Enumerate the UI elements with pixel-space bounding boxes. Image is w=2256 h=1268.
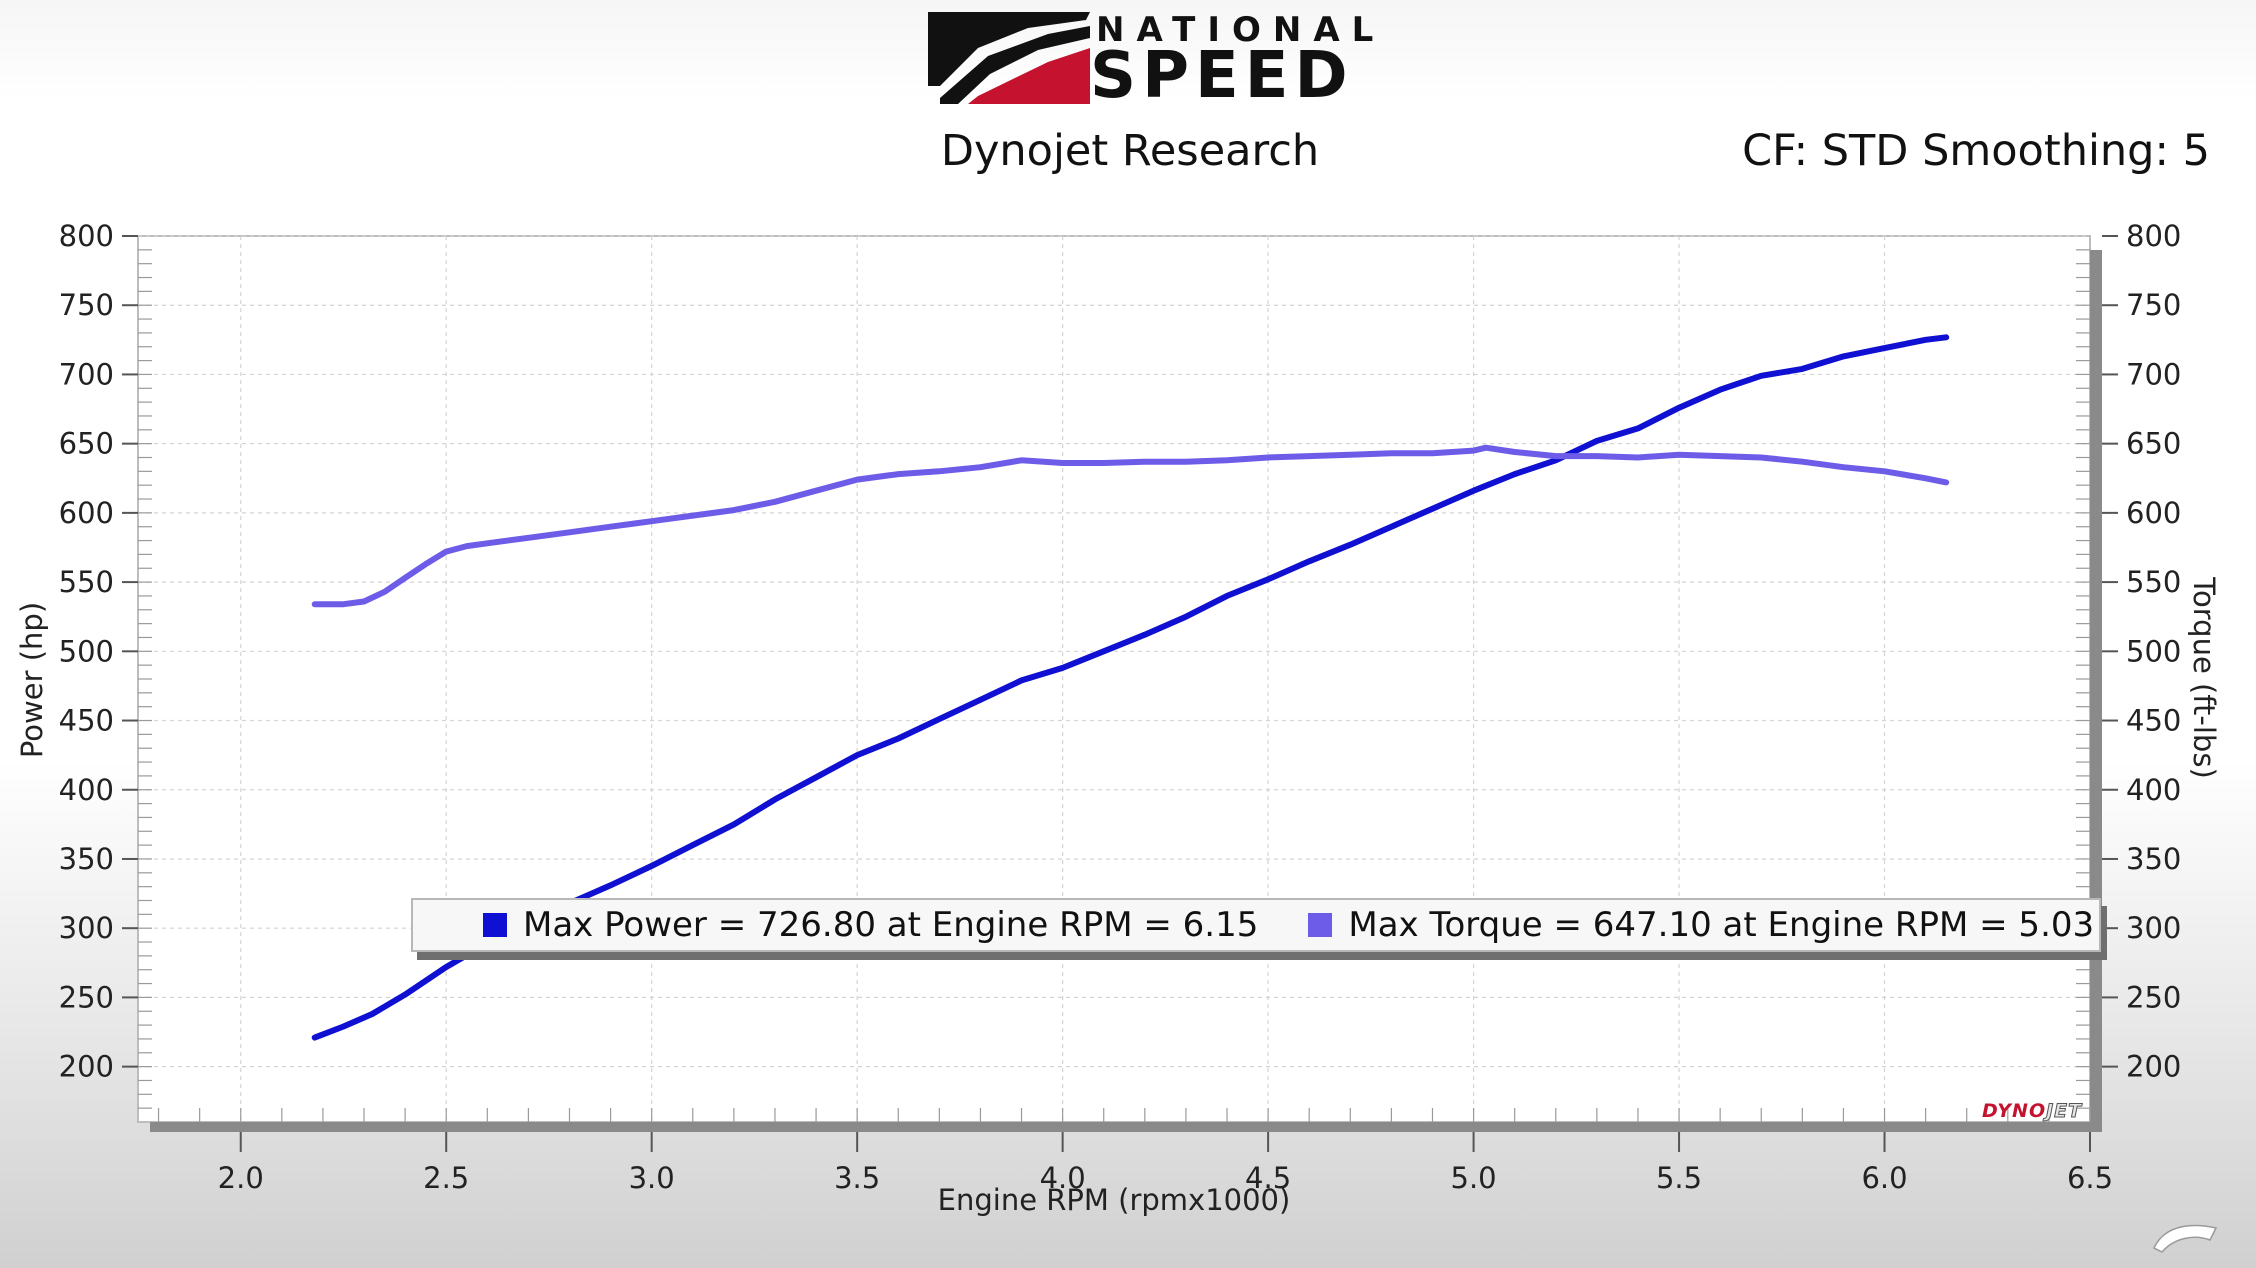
legend-text-power: Max Power = 726.80 at Engine RPM = 6.15	[523, 905, 1259, 945]
legend-entry-power: Max Power = 726.80 at Engine RPM = 6.15	[483, 905, 1258, 945]
y-right-tick-label: 450	[2126, 704, 2181, 738]
x-tick-label: 2.0	[218, 1161, 264, 1195]
y-left-tick-label: 450	[59, 704, 114, 738]
y-left-tick-label: 250	[59, 980, 114, 1014]
y-right-tick-label: 550	[2126, 565, 2181, 599]
y-right-tick-label: 800	[2126, 219, 2181, 253]
legend-swatch-torque	[1308, 913, 1333, 937]
x-tick-label: 4.5	[1245, 1161, 1291, 1195]
y-left-tick-label: 700	[59, 357, 114, 391]
y-left-tick-label: 300	[59, 911, 114, 945]
y-left-tick-label: 400	[59, 773, 114, 807]
plot-bottom-shadow	[150, 1122, 2102, 1132]
y-right-tick-label: 600	[2126, 496, 2181, 530]
x-tick-label: 6.5	[2067, 1161, 2113, 1195]
y-right-tick-label: 200	[2126, 1050, 2181, 1084]
y-axis-left: 200 250 300 350 400 450 500 550 600 650 700 750 800	[59, 219, 138, 1084]
y-right-tick-label: 400	[2126, 773, 2181, 807]
x-axis: 2.0 2.5 3.0 3.5 4.0 4.5 5.0 5.5 6.0 6.5	[218, 1132, 2113, 1195]
chart-subtitle: Dynojet Research	[940, 126, 1320, 176]
x-axis-title: Engine RPM (rpmx1000)	[938, 1183, 1291, 1217]
x-tick-label: 3.0	[629, 1161, 675, 1195]
y-left-tick-label: 650	[59, 427, 114, 461]
channel-watermark-icon	[2153, 1224, 2218, 1253]
y-right-tick-label: 650	[2126, 427, 2181, 461]
y-right-tick-label: 300	[2126, 911, 2181, 945]
y-left-tick-label: 600	[59, 496, 114, 530]
y-left-tick-label: 200	[59, 1050, 114, 1084]
y-axis-right-title: Torque (ft-lbs)	[2187, 576, 2221, 779]
x-tick-label: 5.5	[1656, 1161, 1702, 1195]
legend-text-torque: Max Torque = 647.10 at Engine RPM = 5.03	[1348, 905, 2095, 945]
dynojet-watermark: DYNOJET	[1982, 1100, 2083, 1123]
max-values-legend: Max Power = 726.80 at Engine RPM = 6.15 …	[411, 898, 2101, 952]
y-right-tick-label: 350	[2126, 842, 2181, 876]
dynojet-text-jet: JET	[2046, 1100, 2083, 1123]
y-left-tick-label: 800	[59, 219, 114, 253]
y-right-tick-label: 750	[2126, 288, 2181, 322]
y-left-tick-label: 350	[59, 842, 114, 876]
y-left-tick-label: 750	[59, 288, 114, 322]
correction-factor-label: CF: STD Smoothing: 5	[1742, 126, 2210, 176]
y-right-tick-label: 500	[2126, 634, 2181, 668]
y-left-tick-label: 550	[59, 565, 114, 599]
x-tick-label: 3.5	[834, 1161, 880, 1195]
plot-right-shadow	[2090, 250, 2102, 1130]
x-tick-label: 6.0	[1861, 1161, 1907, 1195]
national-speed-logo: NATIONAL SPEED	[918, 8, 1373, 112]
y-left-tick-label: 500	[59, 634, 114, 668]
series-line-torque	[311, 444, 1950, 608]
legend-entry-torque: Max Torque = 647.10 at Engine RPM = 5.03	[1308, 905, 2094, 945]
y-right-tick-label: 700	[2126, 357, 2181, 391]
minor-ticks	[138, 249, 2091, 1122]
y-axis-right: 200 250 300 350 400 450 500 550 600 650 700 750 800	[2102, 219, 2181, 1084]
logo-text-speed: SPEED	[1090, 39, 1354, 113]
logo-text-national: NATIONAL	[1096, 10, 1386, 50]
logo-swoosh-icon	[928, 12, 1090, 104]
x-tick-label: 4.0	[1040, 1161, 1086, 1195]
y-axis-left-title: Power (hp)	[15, 602, 49, 758]
dynojet-text-dyno: DYNO	[1982, 1100, 2047, 1122]
x-tick-label: 5.0	[1451, 1161, 1497, 1195]
y-right-tick-label: 250	[2126, 980, 2181, 1014]
legend-swatch-power	[483, 913, 507, 937]
plot-background	[137, 235, 2091, 1123]
x-tick-label: 2.5	[423, 1161, 469, 1195]
